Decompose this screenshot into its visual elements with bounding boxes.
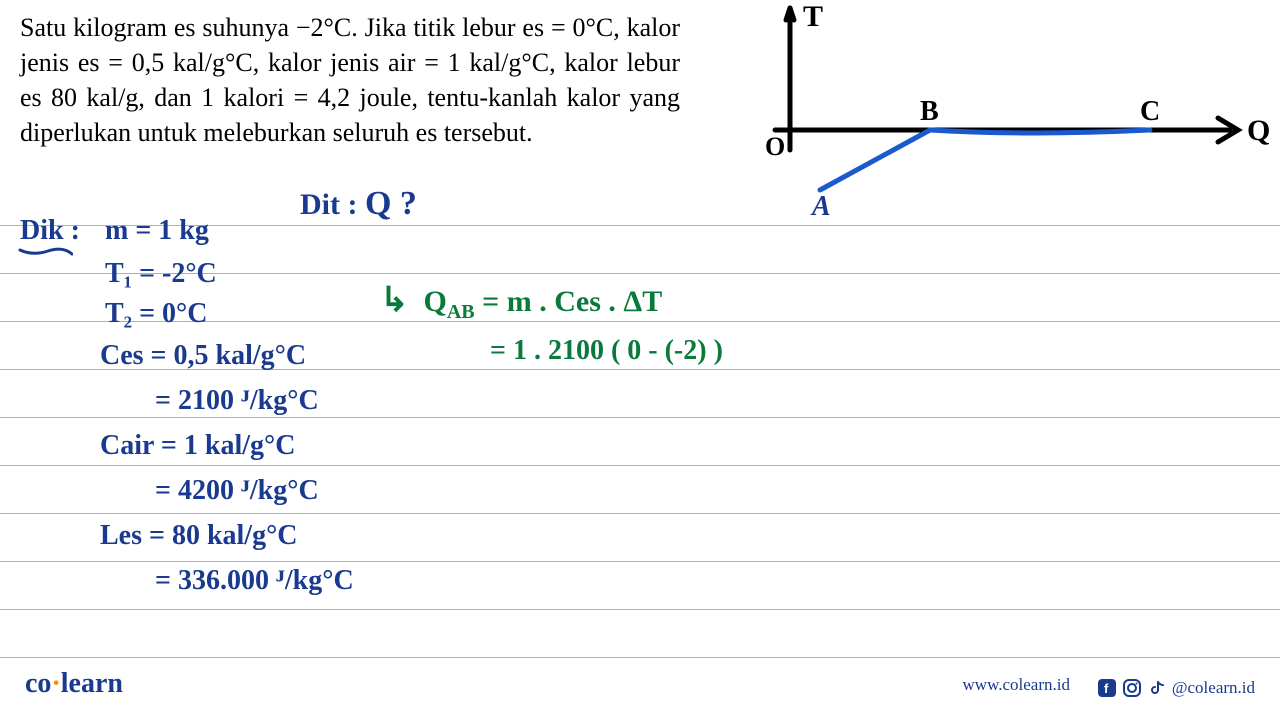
footer: co·learn www.colearn.id f @colearn.id [0,665,1280,705]
point-B: B [920,96,939,127]
dik-label: Dik : [20,215,80,247]
instagram-icon [1122,678,1142,698]
website-url: www.colearn.id [963,675,1070,695]
axis-label-Q: Q [1247,114,1270,147]
given-T1: T₁ = -2°C [105,258,217,290]
given-Ces: Ces = 0,5 kal/g°C [100,340,306,372]
dit-label: Dit : Q ? [300,185,417,223]
point-A: A [810,191,831,222]
temperature-heat-graph: T Q O A B C [720,0,1280,240]
given-Les-converted: = 336.000 ᴶ/kg°C [155,565,354,597]
point-C: C [1140,96,1160,127]
given-Ces-converted: = 2100 ᴶ/kg°C [155,385,319,417]
work-qab-calc: = 1 . 2100 ( 0 - (-2) ) [490,335,723,367]
facebook-icon: f [1097,678,1117,698]
svg-text:f: f [1104,681,1109,696]
given-m: m = 1 kg [105,215,209,247]
problem-statement: Satu kilogram es suhunya −2°C. Jika titi… [20,10,680,150]
given-Cair: Cair = 1 kal/g°C [100,430,295,462]
colearn-logo: co·learn [25,668,123,700]
given-T2: T₂ = 0°C [105,298,207,330]
tiktok-icon [1147,678,1167,698]
axis-label-T: T [803,0,823,33]
given-Les: Les = 80 kal/g°C [100,520,298,552]
origin-label: O [765,132,785,161]
given-Cair-converted: = 4200 ᴶ/kg°C [155,475,319,507]
dik-underline-icon [18,246,73,260]
social-handles: f @colearn.id [1097,678,1255,698]
work-qab-formula: ↳ QAB = m . Ces . ΔT [380,280,662,324]
